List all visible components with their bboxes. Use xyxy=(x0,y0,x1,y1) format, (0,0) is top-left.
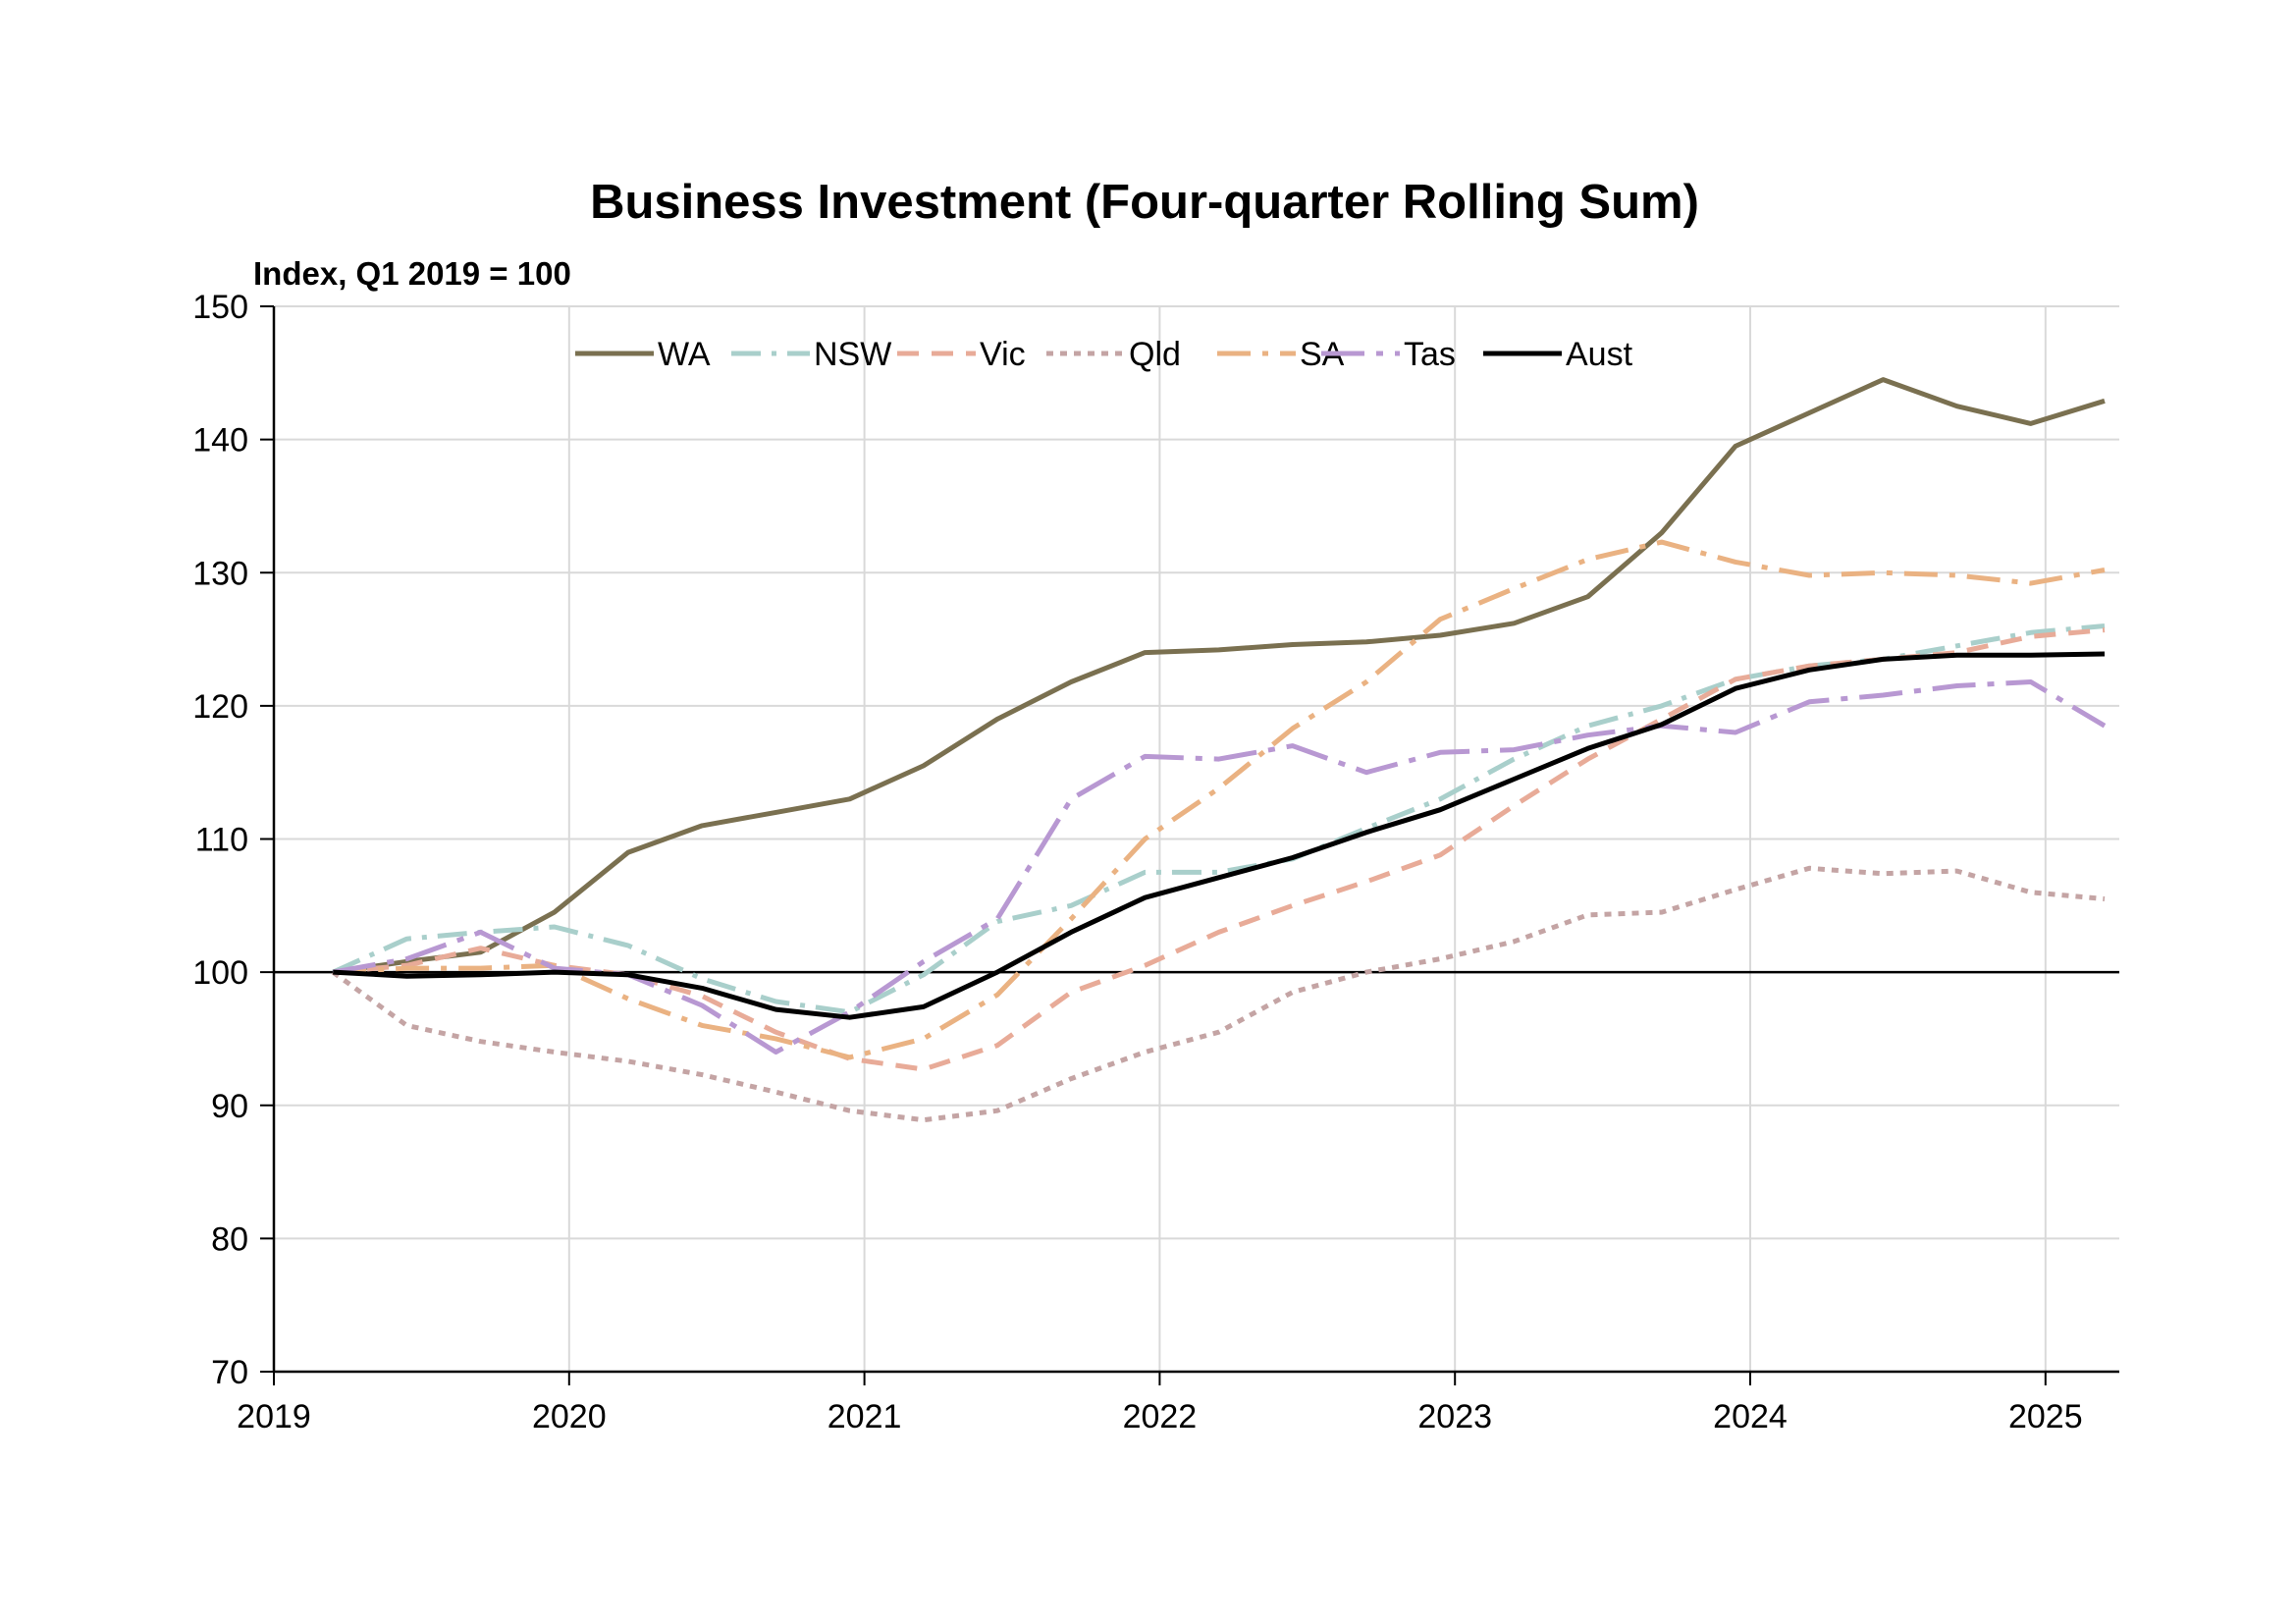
x-tick-label: 2024 xyxy=(1713,1398,1788,1435)
legend-label-vic: Vic xyxy=(980,336,1026,373)
y-tick-label: 90 xyxy=(211,1088,248,1125)
chart-title: Business Investment (Four-quarter Rollin… xyxy=(590,176,1699,229)
y-tick-label: 80 xyxy=(211,1220,248,1258)
y-axis-label: Index, Q1 2019 = 100 xyxy=(253,255,571,292)
series-line-qld xyxy=(331,865,2106,1123)
y-tick-label: 70 xyxy=(211,1354,248,1391)
gridlines xyxy=(274,305,2119,1372)
legend-label-nsw: NSW xyxy=(814,336,891,373)
series-line-tas xyxy=(332,679,2107,1055)
series-line-aust xyxy=(333,651,2106,1020)
x-tick-label: 2019 xyxy=(237,1398,311,1435)
y-tick-label: 120 xyxy=(192,688,248,726)
x-tick-label: 2025 xyxy=(2008,1398,2083,1435)
series-lines xyxy=(331,377,2107,1123)
series-line-vic xyxy=(332,627,2106,1072)
x-tick-label: 2020 xyxy=(532,1398,607,1435)
x-tick-label: 2023 xyxy=(1417,1398,1492,1435)
x-tick-label: 2022 xyxy=(1123,1398,1198,1435)
series-line-nsw xyxy=(332,623,2106,1015)
y-tick-label: 150 xyxy=(192,289,248,326)
y-tick-label: 140 xyxy=(192,422,248,460)
x-tick-label: 2021 xyxy=(828,1398,902,1435)
series-line-wa xyxy=(332,377,2106,975)
legend-label-tas: Tas xyxy=(1404,336,1456,373)
axes: 70 80 90 100 110 120 130 140 150 2019 2020 2021 2022… xyxy=(192,289,2119,1435)
legend: WA NSW Vic Qld SA Tas Aust xyxy=(575,336,1633,373)
series-line-sa xyxy=(333,539,2106,1060)
legend-label-aust: Aust xyxy=(1566,336,1633,373)
y-tick-label: 100 xyxy=(192,954,248,992)
legend-label-wa: WA xyxy=(658,336,711,373)
y-tick-label: 130 xyxy=(192,555,248,592)
y-tick-label: 110 xyxy=(195,822,248,859)
legend-label-qld: Qld xyxy=(1129,336,1181,373)
